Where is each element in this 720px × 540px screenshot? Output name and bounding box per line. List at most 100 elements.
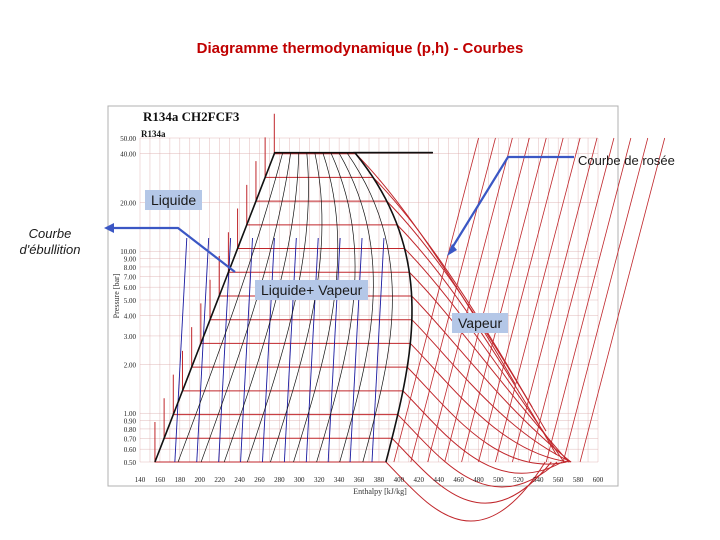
y-tick-label: 7.00 (124, 273, 137, 281)
x-tick-label: 520 (513, 476, 524, 484)
x-tick-label: 600 (593, 476, 604, 484)
y-tick-label: 2.00 (124, 361, 137, 369)
isochore-line (305, 237, 319, 463)
label-boiling-curve: Courbe d'ébullition (19, 226, 81, 257)
isotherm-line (209, 279, 572, 463)
quality-line (270, 152, 433, 463)
label-dew-curve: Courbe de rosée (578, 153, 675, 168)
x-tick-label: 180 (175, 476, 186, 484)
y-tick-label: 40.00 (120, 151, 136, 159)
x-tick-label: 480 (473, 476, 484, 484)
isochore-line (218, 237, 232, 463)
slide-title: Diagramme thermodynamique (p,h) - Courbe… (196, 40, 524, 57)
y-tick-label: 0.90 (124, 418, 137, 426)
dew-curve (353, 151, 433, 463)
y-tick-label: 0.80 (124, 426, 137, 434)
x-tick-label: 360 (354, 476, 365, 484)
isentrope-line (444, 137, 530, 463)
y-tick-label: 0.70 (124, 435, 137, 443)
y-tick-label: 0.50 (124, 459, 137, 467)
chart-heading: R134a CH2FCF3 (143, 109, 240, 124)
isotherm-line (200, 303, 570, 463)
isentrope-line (495, 137, 581, 463)
y-tick-label: 4.00 (124, 313, 137, 321)
quality-line (346, 152, 433, 463)
isentrope-line (461, 137, 547, 463)
x-tick-label: 400 (394, 476, 405, 484)
isentrope-line (528, 137, 615, 463)
arrow-boiling-curve (112, 226, 236, 273)
x-tick-label: 160 (155, 476, 166, 484)
x-tick-label: 460 (453, 476, 464, 484)
y-tick-label: 6.00 (124, 284, 137, 292)
isochore-line (371, 237, 385, 463)
x-tick-labels: 140 160 180 200 220 240 260 280 300 320 340 360 380 4… (135, 476, 604, 484)
y-tick-label: 20.00 (120, 199, 136, 207)
saturation-dome (154, 151, 433, 463)
y-tick-label: 9.00 (124, 256, 137, 264)
isentrope-line (478, 137, 564, 463)
y-tick-label: 3.00 (124, 333, 137, 341)
label-liquid: Liquide (145, 190, 203, 210)
isentrope-line (511, 137, 598, 463)
isochore-line (327, 237, 341, 463)
isochore-line (283, 237, 297, 463)
quality-line (293, 152, 433, 463)
y-tick-label: 10.00 (120, 248, 136, 256)
isentrope-line (393, 137, 479, 463)
x-tick-label: 300 (294, 476, 305, 484)
x-tick-label: 440 (433, 476, 444, 484)
isotherm-line (154, 422, 546, 522)
isochore-line (240, 237, 253, 463)
y-tick-label: 5.00 (124, 297, 137, 305)
x-axis-label: Enthalpy [kJ/kg] (353, 487, 407, 496)
label-vapor: Vapeur (452, 313, 509, 333)
isentrope-line (562, 137, 649, 463)
x-tick-label: 380 (374, 476, 385, 484)
x-tick-label: 580 (573, 476, 584, 484)
x-tick-label: 140 (135, 476, 146, 484)
x-tick-label: 320 (314, 476, 325, 484)
isochore-line (349, 237, 363, 463)
quality-line (223, 152, 433, 463)
x-tick-label: 220 (214, 476, 225, 484)
arrow-dew-head (447, 244, 457, 256)
isotherm-line (264, 137, 533, 408)
isentrope-line (579, 137, 666, 463)
isochore-line (196, 237, 210, 463)
x-tick-label: 500 (493, 476, 504, 484)
isotherm-line (191, 327, 567, 465)
quality-line (316, 152, 433, 463)
x-tick-label: 280 (274, 476, 285, 484)
isentrope-line (545, 137, 632, 463)
y-tick-label: 0.60 (124, 446, 137, 454)
isentrope-line (410, 137, 496, 463)
y-tick-labels: 50.00 40.00 20.00 10.009.008.007.00 6.00 5.00… (120, 135, 136, 467)
x-tick-label: 200 (194, 476, 205, 484)
arrow-boiling-head (104, 223, 114, 233)
y-tick-label: 50.00 (120, 135, 136, 143)
isentrope-line (427, 137, 513, 463)
y-axis-label: Pressure [bar] (112, 273, 121, 318)
boiling-curve (154, 151, 433, 463)
x-tick-label: 560 (553, 476, 564, 484)
isochore-lines (174, 237, 385, 463)
arrow-dew-curve (451, 155, 574, 249)
y-tick-label: 1.00 (124, 410, 137, 418)
isotherm-line (163, 398, 552, 504)
isotherm-line (181, 350, 563, 474)
quality-line (177, 152, 433, 463)
quality-line (246, 152, 433, 463)
x-tick-label: 240 (234, 476, 245, 484)
quality-line (200, 152, 433, 463)
isotherm-line (172, 374, 558, 488)
quality-line (338, 152, 433, 463)
x-tick-label: 260 (254, 476, 265, 484)
annotation-arrows (104, 155, 574, 273)
y-tick-label: 8.00 (124, 264, 137, 272)
x-tick-label: 340 (334, 476, 345, 484)
x-tick-label: 540 (533, 476, 544, 484)
isochore-line (262, 237, 275, 463)
isochore-line (174, 237, 188, 463)
